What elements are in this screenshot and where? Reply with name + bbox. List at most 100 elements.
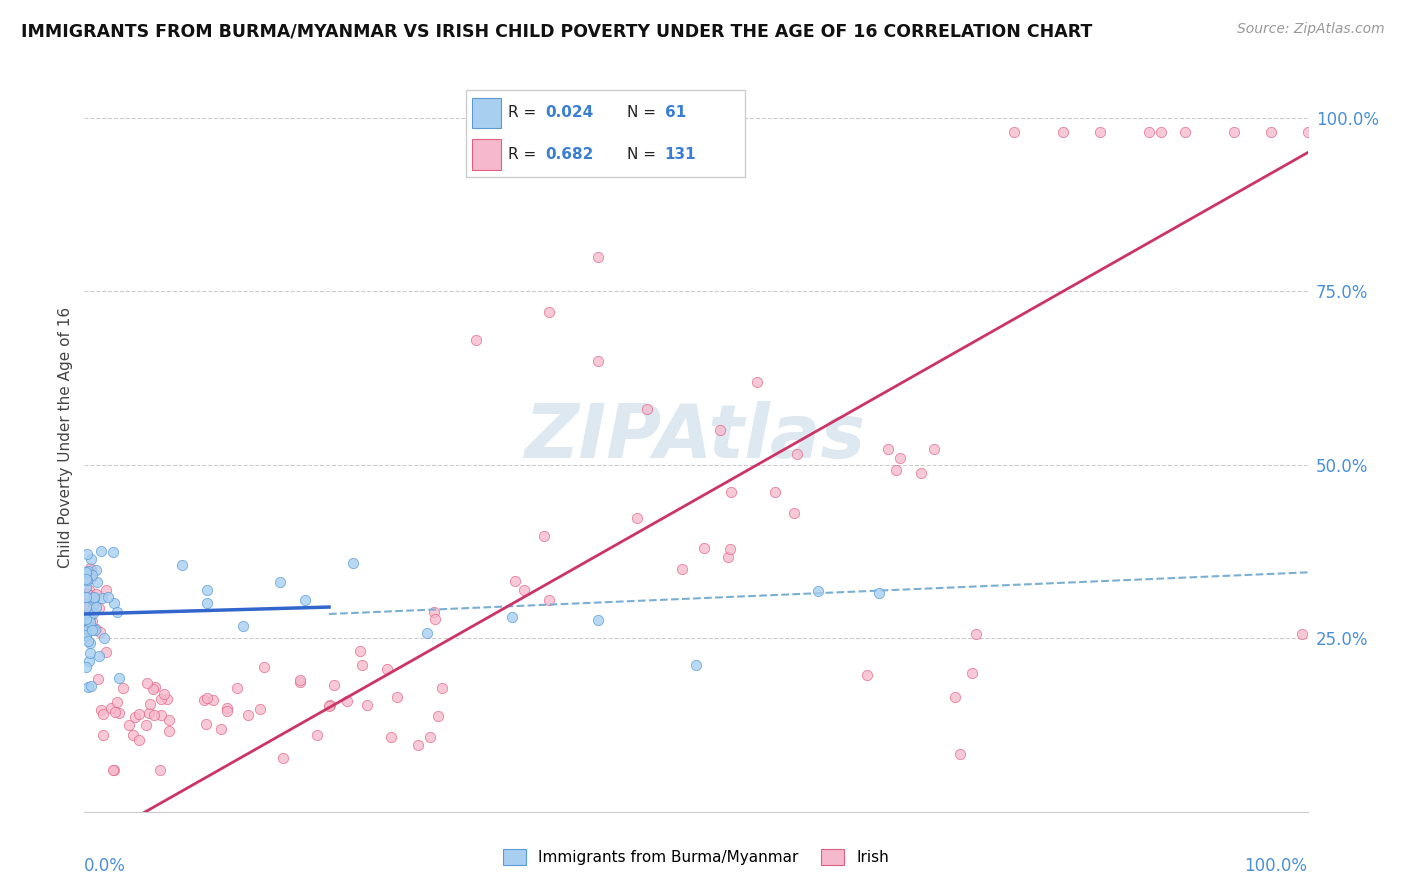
Point [138,706,160,720]
Point [1052,125,1074,139]
Point [143,680,166,694]
Point [416,625,439,640]
Point [82,614,104,628]
Point [318,699,340,714]
Point [75,566,97,580]
Point [86,563,108,577]
Point [693,541,716,555]
Point [763,485,786,500]
Point [718,542,741,557]
Point [1260,125,1282,139]
Point [77,654,100,668]
Point [105,695,128,709]
Point [290,673,312,687]
Point [111,681,134,695]
Point [83,590,105,604]
Point [157,723,180,738]
Point [75,600,97,615]
Point [195,582,218,597]
Point [195,596,218,610]
Legend: Immigrants from Burma/Myanmar, Irish: Immigrants from Burma/Myanmar, Irish [496,843,896,871]
Point [232,618,254,632]
Point [153,687,176,701]
Point [323,678,346,692]
Point [150,707,173,722]
Point [513,583,536,598]
Point [79,615,101,629]
Point [949,747,972,761]
Point [121,728,143,742]
Point [238,708,260,723]
Point [103,763,125,777]
Point [79,561,101,575]
Point [76,547,98,561]
Point [77,680,100,694]
Point [962,666,984,681]
Point [79,563,101,577]
Point [80,568,103,582]
Point [408,738,430,752]
Point [75,601,97,615]
Point [172,558,194,573]
Point [75,572,97,586]
Point [124,709,146,723]
Point [76,588,98,602]
Point [75,629,97,643]
Point [380,730,402,744]
Point [965,627,987,641]
Point [195,690,218,705]
Point [419,730,441,744]
Point [76,619,98,633]
Point [349,643,371,657]
Point [215,704,238,718]
Point [77,634,100,648]
Point [84,624,107,638]
Point [76,573,98,587]
Point [84,587,107,601]
Point [786,447,808,461]
Point [105,605,128,619]
Point [103,545,125,559]
Point [538,593,561,607]
Point [194,717,217,731]
Point [538,305,561,319]
Point [709,423,731,437]
Point [869,585,891,599]
Point [586,353,609,368]
Point [75,660,97,674]
Point [889,450,911,465]
Point [884,463,907,477]
Point [96,645,118,659]
Point [89,649,111,664]
Point [877,442,900,457]
Point [77,587,100,601]
Point [209,722,232,736]
Point [80,571,103,585]
Point [1291,626,1313,640]
Point [108,706,131,720]
Point [75,622,97,636]
Point [87,672,110,686]
Point [586,613,609,627]
Point [75,591,97,606]
Point [249,701,271,715]
Point [77,564,100,578]
Point [75,594,97,608]
Text: ZIPAtlas: ZIPAtlas [526,401,866,474]
Point [1150,125,1173,139]
Point [80,551,103,566]
Point [76,622,98,636]
Point [87,600,110,615]
Text: IMMIGRANTS FROM BURMA/MYANMAR VS IRISH CHILD POVERTY UNDER THE AGE OF 16 CORRELA: IMMIGRANTS FROM BURMA/MYANMAR VS IRISH C… [21,22,1092,40]
Point [128,707,150,722]
Point [80,590,103,604]
Point [76,618,98,632]
Y-axis label: Child Poverty Under the Age of 16: Child Poverty Under the Age of 16 [58,307,73,567]
Point [75,594,97,608]
Point [84,622,107,636]
Point [717,549,740,564]
Point [922,442,945,457]
Point [142,682,165,697]
Point [79,609,101,624]
Point [75,590,97,604]
